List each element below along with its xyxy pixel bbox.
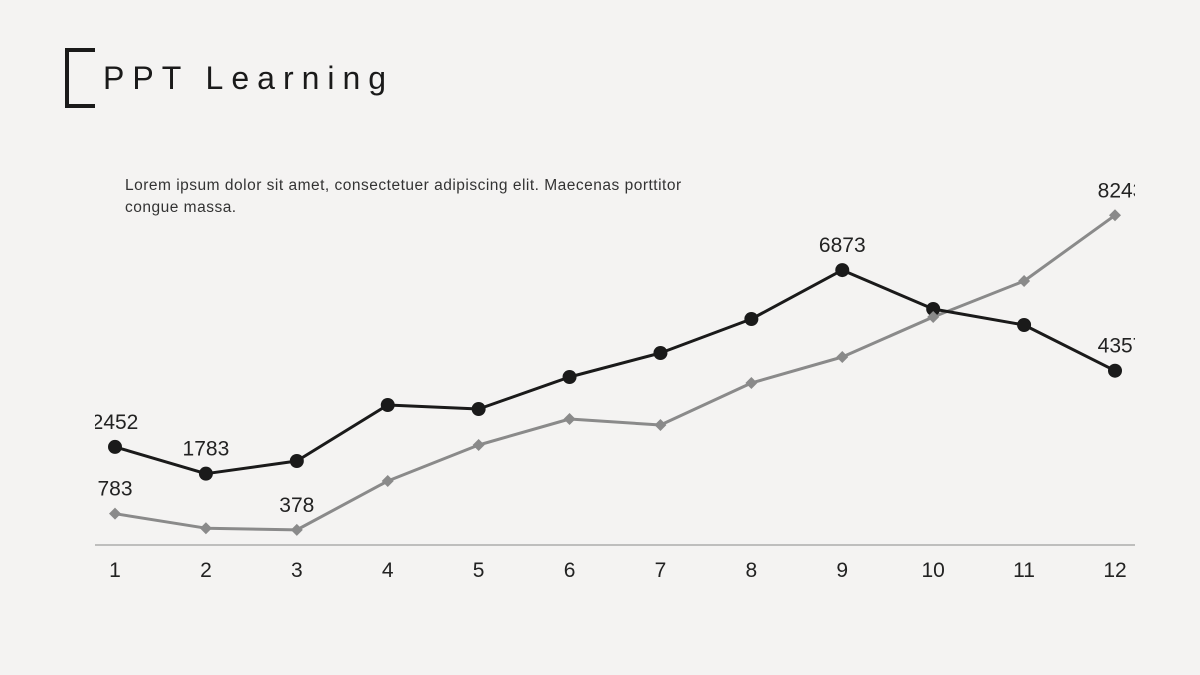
svg-text:7: 7 [655, 559, 667, 582]
svg-text:4357: 4357 [1098, 335, 1135, 358]
title-block: PPT Learning [65, 48, 394, 108]
svg-text:6873: 6873 [819, 234, 866, 257]
svg-text:10: 10 [922, 559, 945, 582]
svg-text:5: 5 [473, 559, 485, 582]
svg-text:8243: 8243 [1098, 179, 1135, 202]
svg-text:4: 4 [382, 559, 394, 582]
page-title: PPT Learning [103, 60, 394, 97]
svg-text:1: 1 [109, 559, 121, 582]
chart-svg: 1234567891011122452178368734357783378824… [95, 175, 1135, 585]
svg-text:9: 9 [836, 559, 848, 582]
svg-text:378: 378 [279, 494, 314, 517]
svg-text:2: 2 [200, 559, 212, 582]
svg-text:783: 783 [97, 478, 132, 501]
svg-text:1783: 1783 [183, 438, 230, 461]
svg-text:6: 6 [564, 559, 576, 582]
svg-text:3: 3 [291, 559, 303, 582]
svg-text:2452: 2452 [95, 411, 138, 434]
svg-text:12: 12 [1103, 559, 1126, 582]
line-chart: 1234567891011122452178368734357783378824… [95, 175, 1135, 585]
svg-text:8: 8 [746, 559, 758, 582]
svg-text:11: 11 [1013, 559, 1035, 582]
bracket-decoration [65, 48, 95, 108]
